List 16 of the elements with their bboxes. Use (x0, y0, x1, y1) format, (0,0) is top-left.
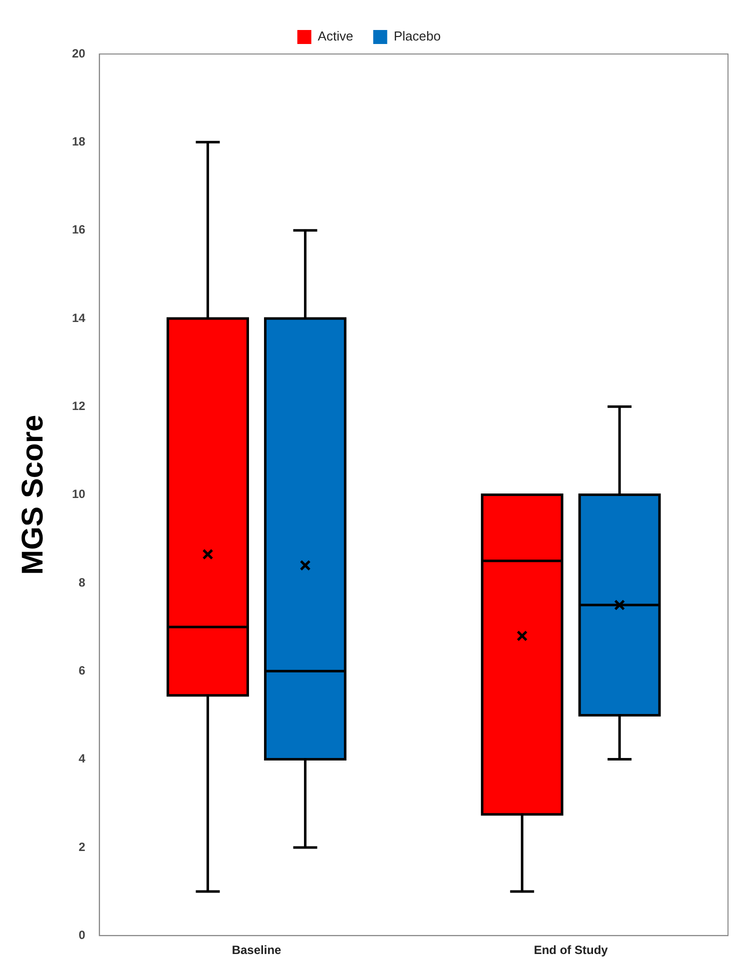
y-tick-label: 18 (72, 134, 86, 148)
y-tick-label: 2 (78, 840, 86, 854)
y-tick-label: 4 (78, 752, 86, 766)
y-tick-label: 16 (72, 222, 86, 237)
y-tick-label: 8 (78, 575, 86, 590)
y-axis-title: MGS Score (16, 414, 50, 575)
x-tick-label: End of Study (534, 943, 608, 958)
y-tick-label: 10 (72, 487, 86, 502)
legend-label: Active (318, 28, 354, 44)
legend-label: Placebo (394, 28, 441, 44)
y-tick-label: 14 (72, 310, 86, 325)
y-tick-label: 6 (78, 663, 86, 678)
y-tick-label: 20 (72, 46, 86, 60)
y-tick-label: 0 (78, 928, 86, 942)
x-tick-label: Baseline (232, 943, 282, 958)
y-tick-label: 12 (72, 398, 86, 413)
